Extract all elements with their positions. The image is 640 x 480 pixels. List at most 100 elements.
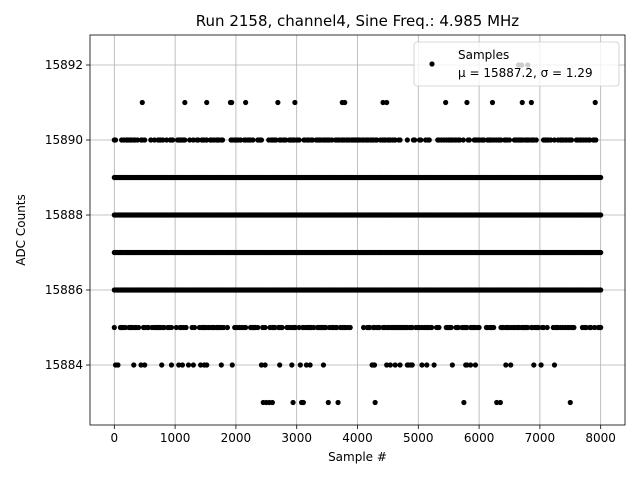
data-point xyxy=(531,362,537,368)
data-point xyxy=(335,399,341,406)
data-point xyxy=(409,324,415,331)
data-point xyxy=(592,324,598,331)
data-point xyxy=(519,99,525,106)
data-point xyxy=(134,137,141,143)
data-point xyxy=(191,324,198,331)
data-point xyxy=(283,137,289,143)
data-point xyxy=(598,174,604,181)
data-point xyxy=(498,137,504,143)
y-tick-label: 15886 xyxy=(45,283,83,297)
data-point xyxy=(204,99,210,106)
data-point xyxy=(190,137,196,143)
data-point xyxy=(262,324,268,331)
data-point xyxy=(131,362,137,368)
data-point xyxy=(262,362,268,368)
data-point xyxy=(464,99,470,106)
data-point xyxy=(145,324,151,331)
data-point xyxy=(508,362,514,368)
data-point xyxy=(491,324,497,331)
data-point xyxy=(168,324,175,331)
data-point xyxy=(198,362,204,368)
data-point xyxy=(160,137,166,143)
data-point xyxy=(170,137,176,143)
data-point xyxy=(494,399,500,406)
data-point xyxy=(412,137,418,143)
data-point xyxy=(136,324,142,331)
data-point xyxy=(419,362,425,368)
data-point xyxy=(296,137,302,143)
data-point xyxy=(311,324,317,331)
data-point xyxy=(289,362,295,368)
data-point xyxy=(204,362,210,368)
data-point xyxy=(418,137,424,143)
data-point xyxy=(384,362,390,368)
y-tick-label: 15884 xyxy=(45,358,83,372)
x-tick-label: 4000 xyxy=(342,431,373,445)
data-point xyxy=(387,362,393,368)
data-point xyxy=(292,324,299,331)
data-point xyxy=(190,362,196,368)
data-point xyxy=(464,324,470,331)
data-point xyxy=(443,99,449,106)
data-point xyxy=(279,324,285,331)
data-point xyxy=(139,99,145,106)
legend-stats: μ = 15887.2, σ = 1.29 xyxy=(458,66,593,80)
data-point xyxy=(218,362,224,368)
data-point xyxy=(548,137,554,143)
data-point xyxy=(598,287,604,293)
y-axis-label: ADC Counts xyxy=(14,194,28,266)
data-point xyxy=(376,324,382,331)
data-point xyxy=(187,137,193,143)
data-point xyxy=(429,324,435,331)
data-point xyxy=(334,324,340,331)
data-point xyxy=(243,99,249,106)
data-point xyxy=(111,324,117,331)
data-point xyxy=(275,99,281,106)
data-point xyxy=(460,137,466,143)
data-point xyxy=(567,399,573,406)
y-tick-label: 15892 xyxy=(45,58,83,72)
data-point xyxy=(426,137,432,143)
data-point xyxy=(481,137,487,143)
data-point xyxy=(303,362,310,368)
data-point xyxy=(525,324,531,331)
x-tick-label: 3000 xyxy=(281,431,312,445)
data-point xyxy=(367,324,373,331)
data-point xyxy=(544,324,550,331)
data-point xyxy=(142,137,148,143)
y-tick-label: 15888 xyxy=(45,208,83,222)
data-point xyxy=(392,137,398,143)
data-point xyxy=(168,362,175,368)
data-point xyxy=(592,99,598,106)
data-point xyxy=(204,137,210,143)
data-point xyxy=(449,362,455,368)
data-point xyxy=(325,399,331,406)
data-point xyxy=(300,399,306,406)
data-point xyxy=(243,324,249,331)
data-point xyxy=(182,99,188,106)
data-point xyxy=(164,137,170,143)
data-point xyxy=(466,137,472,143)
data-point xyxy=(409,362,415,368)
data-point xyxy=(571,324,577,331)
data-point xyxy=(583,324,589,331)
data-point xyxy=(536,324,542,331)
data-point xyxy=(219,137,226,143)
data-point xyxy=(258,137,265,143)
data-point xyxy=(148,137,154,143)
data-point xyxy=(115,362,121,368)
axis-ticks: 0 1000 2000 3000 4000 5000 6000 7000 8000 15884 15… xyxy=(45,58,616,445)
data-point xyxy=(598,212,604,218)
data-point xyxy=(464,362,470,368)
data-point xyxy=(179,362,186,368)
data-point xyxy=(185,362,192,368)
data-point xyxy=(229,99,235,106)
data-point xyxy=(273,137,279,143)
data-point xyxy=(221,324,227,331)
x-axis-label: Sample # xyxy=(328,450,387,464)
data-point xyxy=(424,362,430,368)
data-point xyxy=(296,324,302,331)
data-point xyxy=(371,362,378,368)
data-point xyxy=(503,362,509,368)
